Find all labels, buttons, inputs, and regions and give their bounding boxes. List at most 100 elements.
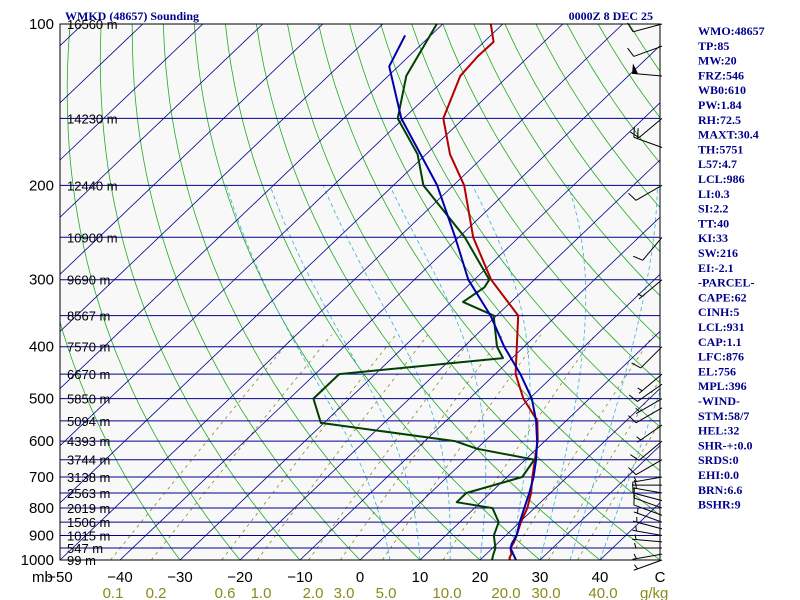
temperature-tick-label: −40 [107,569,132,586]
isotherm-line [60,24,504,447]
mixing-ratio-line [507,334,654,560]
isotherm-line [359,273,660,560]
wind-barb-half-feather [634,542,637,549]
wind-barb-staff [632,476,663,483]
pressure-tick-label: 300 [29,272,54,289]
mixing-ratio-line [339,334,504,560]
wind-barb-feather [630,454,640,461]
index-entry: LCL:931 [698,320,745,334]
wind-barb-staff [635,407,663,424]
wind-barb-feather [633,487,635,498]
isotherm-line [60,24,324,275]
pressure-tick-label: 900 [29,527,54,544]
index-entry: TP:85 [698,39,729,53]
index-entry: FRZ:546 [698,68,744,82]
wind-barb-feather [630,131,640,139]
height-label: 2563 m [67,486,110,501]
isotherm-line [539,445,660,560]
index-entry: BRN:6.6 [698,483,742,497]
series [312,24,539,560]
plot-background [60,24,660,560]
isotherm-line [60,24,564,504]
index-entry: SW:216 [698,246,738,260]
wind-barb-staff [633,511,663,523]
index-entry: BSHR:9 [698,498,741,512]
index-entry: LCL:986 [698,172,745,186]
index-entry: EL:756 [698,364,736,378]
height-label: 14230 m [67,111,118,126]
wind-barb-feather [628,394,638,402]
wind-barb-half-feather [634,564,638,570]
index-entry: TH:5751 [698,142,743,156]
temperature-tick-label: 30 [532,569,549,586]
wind-barb-staff [633,136,663,148]
temperature-tick-label: 40 [592,569,609,586]
pressure-tick-label: 1000 [21,552,54,569]
mixing-ratio-label: 2.0 [303,585,324,600]
dewpoint-line [312,24,536,560]
index-entry: CAP:1.1 [698,335,742,349]
wind-barb-half-feather [635,407,640,413]
grid [60,24,660,560]
mixing-ratio-unit: g/kg [640,585,668,600]
index-entry: EI:-2.1 [698,261,734,275]
wind-barb-feather [632,255,643,261]
wind-barb-staff [638,373,663,394]
mixing-ratio-label: 20.0 [491,585,520,600]
mixing-ratio-label: 30.0 [531,585,560,600]
height-label: 1015 m [67,528,110,543]
index-entry: LFC:876 [698,350,744,364]
wind-barb-half-feather [636,436,642,441]
wind-barb-staff [635,459,663,476]
mixing-ratio-label: 0.6 [215,585,236,600]
wind-barb-half-feather [635,525,637,532]
height-label: 3138 m [67,470,110,485]
index-entry: CINH:5 [698,305,739,319]
wind-barb-feather [627,22,634,33]
mixing-ratio-label: 3.0 [334,585,355,600]
temperature-tick-label: 0 [356,569,364,586]
index-entry: SI:2.2 [698,202,728,216]
pressure-tick-label: 500 [29,391,54,408]
wind-barb-staff [638,118,663,139]
isotherm-line [479,388,660,560]
wind-barb-staff [633,559,663,571]
temperature-tick-label: −10 [287,569,312,586]
station-title: WMKD (48657) Sounding [65,9,199,23]
isotherm-line [419,330,660,560]
parcel-line [388,34,539,560]
index-entry: EHI:0.0 [698,468,739,482]
height-label: 99 m [67,553,96,568]
isotherm-line [60,24,444,390]
index-entry: WMO:48657 [698,24,765,38]
index-entry: RH:72.5 [698,113,741,127]
wind-barb-staff [640,346,663,369]
mixing-ratio-line [442,334,596,560]
wind-barb-staff [632,520,663,530]
mixing-ratio-line [308,334,475,560]
height-label: 6670 m [67,367,110,382]
wind-barb-staff [632,538,663,543]
wind-barb-half-feather [637,293,643,297]
height-label: 16560 m [67,17,118,32]
plot-frame [59,23,661,561]
mixing-ratio-label: 0.2 [146,585,167,600]
index-entry: SHR-+:0.0 [698,438,753,452]
index-entry: MPL:396 [698,379,747,393]
mixing-ratio-line [577,421,660,560]
index-entry: MW:20 [698,54,737,68]
height-label: 5850 m [67,392,110,407]
height-label: 10900 m [67,230,118,245]
temperature-tick-label: −30 [167,569,192,586]
wind-barb-staff [635,398,663,415]
wind-barb-staff [638,279,663,300]
index-entry: -PARCEL- [698,276,754,290]
isotherm-line [60,24,204,161]
height-label: 5094 m [67,414,110,429]
wind-barb-feather [627,47,635,57]
height-label: 9690 m [67,273,110,288]
pressure-tick-label: 700 [29,469,54,486]
mixing-ratio-line [381,334,542,560]
stability-indices: WMO:48657TP:85MW:20FRZ:546WB0:610PW:1.84… [698,24,765,512]
mixing-ratio-label: 40.0 [588,585,617,600]
